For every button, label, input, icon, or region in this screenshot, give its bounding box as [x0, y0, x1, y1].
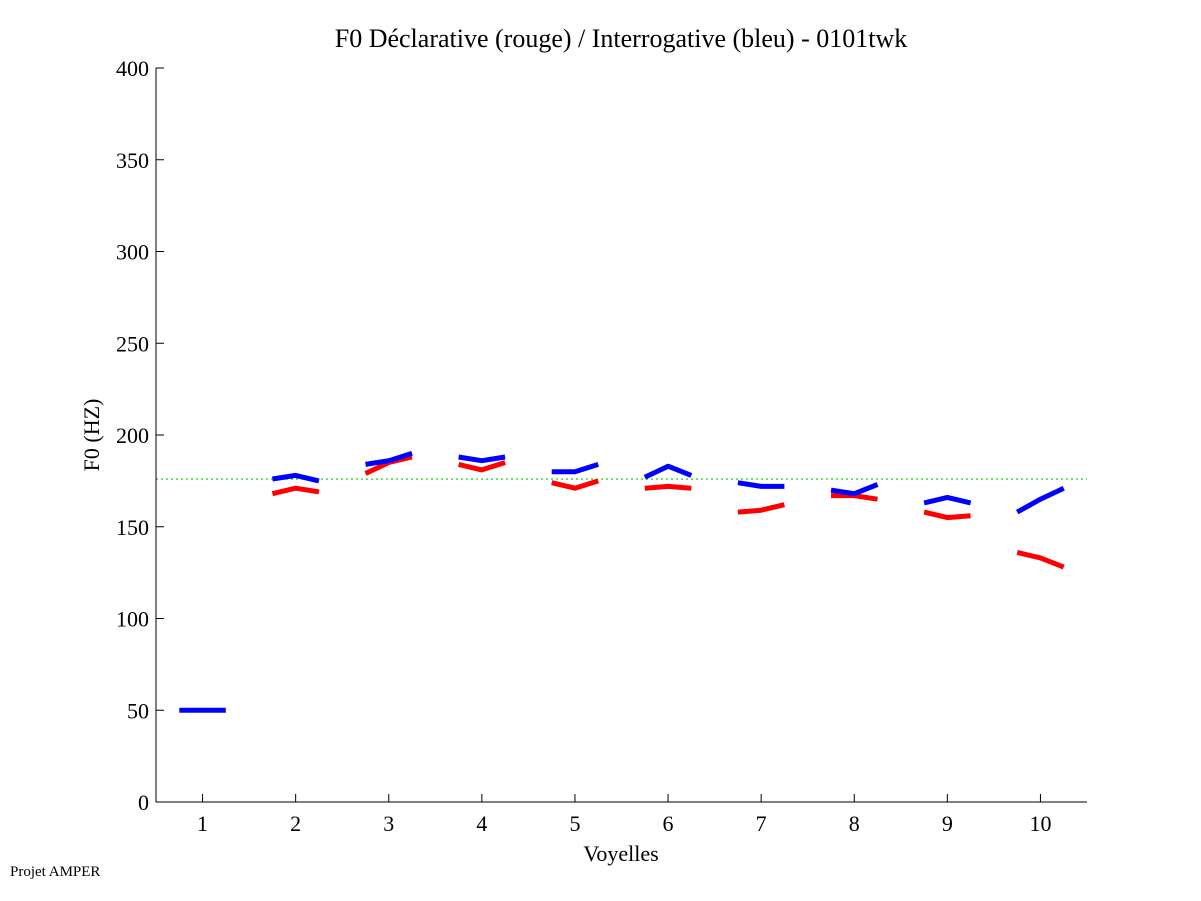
declarative-segment-vowel-4 [458, 460, 506, 473]
interrogative-segment-vowel-3 [365, 451, 413, 467]
declarative-segment-vowel-5 [551, 478, 599, 491]
x-tick-label: 2 [290, 811, 301, 836]
series-layer [179, 451, 1065, 713]
x-tick-label: 3 [383, 811, 394, 836]
interrogative-segment-vowel-8 [830, 482, 879, 497]
x-tick-label: 4 [476, 811, 487, 836]
footer-label: Projet AMPER [10, 864, 101, 880]
interrogative-segment-vowel-2 [272, 472, 320, 484]
x-tick-label: 6 [663, 811, 674, 836]
axes-layer: 0 50 100 150 200 250 300 350 400 1 2 3 4 5 6 7 8 9 10 [116, 56, 1087, 836]
y-tick-label: 300 [116, 240, 149, 265]
interrogative-segment-vowel-10 [1015, 485, 1065, 515]
declarative-segment-vowel-9 [923, 509, 971, 521]
interrogative-segment-vowel-5 [551, 462, 599, 475]
declarative-segment-vowel-2 [271, 485, 320, 497]
interrogative-segment-vowel-9 [923, 494, 972, 506]
x-tick-label: 10 [1029, 811, 1051, 836]
x-tick-label: 9 [942, 811, 953, 836]
chart-title: F0 Déclarative (rouge) / Interrogative (… [335, 24, 908, 53]
y-tick-label: 350 [116, 148, 149, 173]
x-tick-label: 8 [849, 811, 860, 836]
x-tick-label: 5 [569, 811, 580, 836]
y-tick-label: 150 [116, 515, 149, 540]
y-tick-label: 0 [138, 790, 149, 815]
declarative-segment-vowel-7 [737, 502, 785, 515]
x-tick-label: 1 [197, 811, 208, 836]
declarative-segment-vowel-10 [1016, 549, 1065, 570]
interrogative-segment-vowel-4 [458, 454, 506, 464]
y-tick-label: 200 [116, 423, 149, 448]
x-axis-label: Voyelles [583, 841, 658, 866]
declarative-segment-vowel-6 [644, 483, 692, 491]
interrogative-segment-vowel-6 [643, 463, 693, 480]
y-axis-label: F0 (HZ) [79, 399, 104, 472]
y-tick-label: 400 [116, 56, 149, 81]
interrogative-segment-vowel-7 [737, 480, 785, 489]
y-tick-label: 100 [116, 607, 149, 632]
y-tick-label: 50 [127, 698, 149, 723]
y-tick-label: 250 [116, 331, 149, 356]
x-tick-label: 7 [756, 811, 767, 836]
